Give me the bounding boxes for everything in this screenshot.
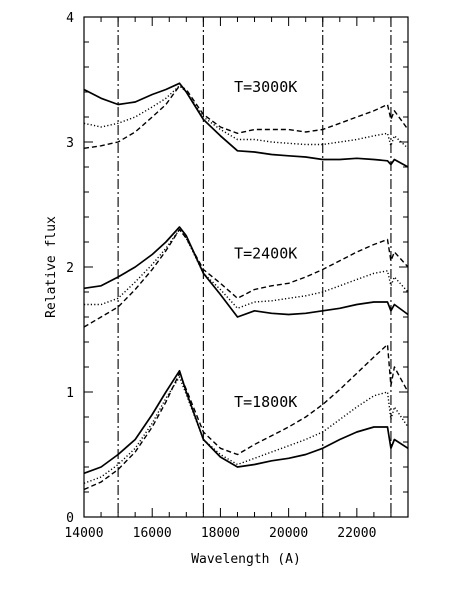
y-tick-label: 4 (66, 11, 74, 26)
temperature-label: T=3000K (234, 78, 297, 96)
x-tick-label: 16000 (133, 526, 172, 541)
y-tick-label: 2 (66, 261, 74, 276)
x-tick-label: 14000 (64, 526, 103, 541)
x-axis-label: Wavelength (A) (191, 552, 301, 567)
series-line-dotted (83, 85, 409, 149)
y-tick-label: 1 (66, 386, 74, 401)
y-tick-label: 0 (66, 511, 74, 526)
y-axis-label: Relative flux (44, 216, 59, 318)
temperature-label: T=1800K (234, 393, 297, 411)
y-tick-label: 3 (66, 136, 74, 151)
series-line-solid (83, 369, 409, 475)
series-line-dashed (83, 228, 409, 328)
temperature-annotations: T=3000K T=2400K T=1800K (234, 78, 297, 411)
series-line-solid (83, 82, 409, 168)
series-line-dotted (84, 228, 409, 309)
series-line-solid (83, 226, 409, 318)
temperature-label: T=2400K (234, 244, 297, 262)
reference-lines (117, 17, 392, 517)
x-tick-label: 18000 (201, 526, 240, 541)
x-tick-label: 20000 (269, 526, 308, 541)
spectra-series (83, 82, 409, 491)
tick-labels: 14000 16000 18000 20000 22000 0 1 2 3 4 (64, 11, 376, 541)
series-line-dashed (83, 343, 409, 491)
axis-ticks (83, 16, 409, 518)
series-line-dotted (83, 376, 409, 484)
x-tick-label: 22000 (337, 526, 376, 541)
